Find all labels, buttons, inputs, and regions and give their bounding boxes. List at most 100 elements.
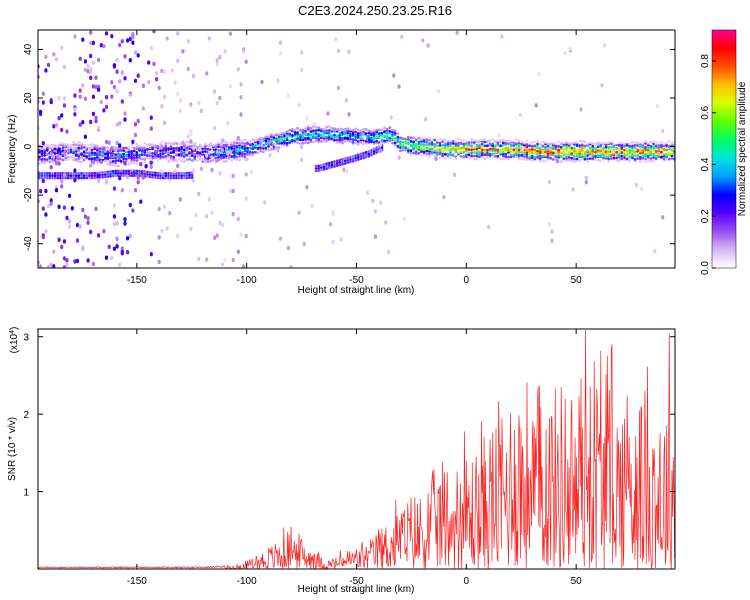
spectrogram-noise bbox=[52, 124, 56, 129]
spectrogram-cell bbox=[541, 159, 544, 163]
spectrogram-noise bbox=[141, 83, 145, 89]
spectrogram-cell bbox=[243, 142, 247, 146]
spectrogram-cell bbox=[177, 176, 181, 180]
spectrogram-cell bbox=[317, 169, 320, 172]
spectrogram-cell bbox=[101, 152, 104, 156]
spectrogram-cell bbox=[533, 140, 537, 144]
spectrogram-cell bbox=[132, 156, 136, 160]
spectrogram-cell bbox=[478, 155, 481, 158]
spectrogram-noise bbox=[118, 79, 122, 84]
spectrogram-cell bbox=[414, 146, 418, 150]
spectrogram-cell bbox=[472, 138, 476, 142]
snr-multiplier-exp: 4 bbox=[9, 330, 16, 334]
spectrogram-cell bbox=[283, 131, 286, 135]
spectrogram-cell bbox=[370, 151, 373, 154]
spectrogram-cell bbox=[570, 142, 573, 146]
spectrogram-cell bbox=[185, 176, 189, 180]
spectrogram-cell bbox=[198, 151, 202, 154]
spectrogram-noise bbox=[160, 228, 164, 234]
spectrogram-cell bbox=[277, 137, 281, 141]
spectrogram-cell bbox=[146, 154, 149, 157]
spectrogram-cell bbox=[546, 148, 550, 151]
spectrogram-cell bbox=[428, 137, 431, 140]
spectrogram-noise bbox=[244, 172, 248, 177]
spectrogram-cell bbox=[283, 139, 286, 143]
spectrogram-cell bbox=[670, 152, 674, 156]
spectrogram-cell bbox=[119, 159, 123, 163]
y-tick-label: 1 bbox=[23, 488, 29, 499]
spectrogram-cell bbox=[140, 156, 144, 160]
spectrogram-x-label: Height of straight line (km) bbox=[298, 285, 415, 296]
spectrogram-noise bbox=[228, 188, 232, 194]
spectrogram-cell bbox=[159, 149, 162, 152]
spectrogram-noise bbox=[226, 121, 230, 126]
spectrogram-cell bbox=[125, 169, 128, 173]
spectrogram-noise bbox=[52, 249, 56, 254]
spectrogram-cell bbox=[512, 144, 516, 147]
spectrogram-cell bbox=[80, 141, 83, 145]
snr-multiplier: (x104) bbox=[9, 327, 21, 354]
spectrogram-cell bbox=[583, 157, 587, 161]
spectrogram-cell bbox=[264, 148, 268, 152]
spectrogram-cell bbox=[657, 149, 660, 152]
spectrogram-cell bbox=[504, 142, 508, 145]
spectrogram-cell bbox=[306, 133, 310, 136]
spectrogram-cell bbox=[451, 142, 455, 145]
spectrogram-cell bbox=[475, 149, 479, 153]
colorbar-label: Normalized spectral amplitude bbox=[737, 81, 748, 216]
colorbar-tick-label: 0.4 bbox=[700, 157, 711, 171]
spectrogram-cell bbox=[146, 170, 149, 174]
spectrogram-cell bbox=[53, 149, 57, 152]
spectrogram-noise bbox=[107, 140, 111, 145]
colorbar-gradient bbox=[711, 29, 737, 269]
spectrogram-cell bbox=[167, 141, 170, 145]
spectrogram-cell bbox=[372, 133, 376, 137]
spectrogram-cell bbox=[69, 174, 73, 177]
spectrogram-noise bbox=[165, 226, 169, 231]
spectrogram-cell bbox=[644, 160, 647, 163]
spectrogram-cell bbox=[88, 174, 91, 177]
spectrogram-cell bbox=[122, 146, 125, 150]
spectrogram-cell bbox=[317, 128, 320, 132]
spectrogram-noise bbox=[242, 264, 246, 268]
spectrogram-cell bbox=[98, 147, 102, 150]
spectrogram-cell bbox=[159, 142, 162, 145]
spectrogram-cell bbox=[341, 141, 344, 145]
spectrogram-cell bbox=[74, 158, 78, 161]
spectrogram-noise bbox=[334, 36, 338, 42]
spectrogram-noise bbox=[260, 138, 264, 143]
spectrogram-cell bbox=[327, 166, 331, 170]
spectrogram-noise bbox=[402, 216, 406, 222]
spectrogram-cell bbox=[51, 143, 54, 147]
spectrogram-cell bbox=[504, 146, 508, 150]
spectrogram-noise bbox=[39, 189, 43, 194]
spectrogram-cell bbox=[322, 131, 326, 134]
spectrogram-cell bbox=[530, 144, 534, 148]
spectrogram-noise bbox=[91, 40, 95, 46]
spectrogram-cell bbox=[185, 148, 189, 151]
spectrogram-cell bbox=[586, 154, 589, 157]
spectrogram-cell bbox=[356, 140, 360, 143]
spectrogram-cell bbox=[72, 157, 75, 160]
spectrogram-cell bbox=[393, 143, 397, 147]
spectrogram-noise bbox=[39, 109, 43, 115]
spectrogram-noise bbox=[197, 100, 201, 106]
spectrogram-noise bbox=[73, 107, 77, 112]
spectrogram-cell bbox=[541, 151, 544, 154]
spectrogram-cell bbox=[317, 140, 320, 143]
spectrogram-cell bbox=[507, 157, 510, 161]
spectrogram-cell bbox=[364, 155, 368, 159]
spectrogram-cell bbox=[235, 158, 239, 161]
spectrogram-cell bbox=[646, 152, 650, 156]
spectrogram-cell bbox=[565, 159, 568, 162]
spectrogram-cell bbox=[467, 151, 471, 154]
spectrogram-cell bbox=[501, 157, 505, 161]
spectrogram-noise bbox=[128, 58, 132, 63]
x-tick-label: 50 bbox=[571, 275, 583, 286]
spectrogram-cell bbox=[351, 132, 355, 136]
spectrogram-cell bbox=[652, 159, 655, 163]
spectrogram-cell bbox=[530, 151, 534, 155]
spectrogram-cell bbox=[322, 139, 326, 143]
spectrogram-cell bbox=[270, 138, 273, 141]
